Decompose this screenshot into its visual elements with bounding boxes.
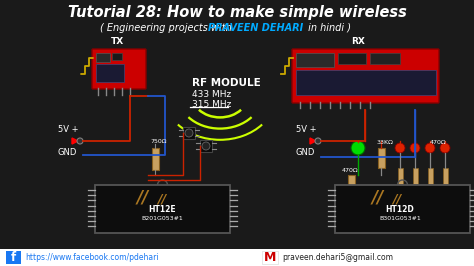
Bar (96, 53, 110, 62)
Text: ( Engineering projects with: ( Engineering projects with (100, 23, 235, 33)
Text: B201G053#1: B201G053#1 (141, 216, 183, 221)
Text: in hindi ): in hindi ) (305, 23, 351, 33)
Text: PRAVEEN DEHARI: PRAVEEN DEHARI (208, 23, 303, 33)
Text: B301G053#1: B301G053#1 (379, 216, 421, 221)
Bar (152, 148, 159, 170)
Bar (413, 168, 418, 184)
Text: //: // (137, 189, 149, 207)
Text: https://www.facebook.com/pdehari: https://www.facebook.com/pdehari (25, 253, 159, 262)
Circle shape (395, 143, 405, 153)
Bar (262, 251, 278, 264)
Bar (296, 53, 334, 67)
Bar (296, 70, 436, 95)
Text: //: // (392, 193, 401, 206)
Bar (443, 168, 448, 184)
Circle shape (202, 142, 210, 150)
Bar (398, 168, 403, 184)
FancyBboxPatch shape (92, 49, 146, 89)
Bar (338, 53, 366, 64)
Circle shape (77, 138, 83, 144)
Text: //: // (157, 193, 167, 206)
Bar (348, 175, 355, 195)
Circle shape (425, 143, 435, 153)
Circle shape (440, 143, 450, 153)
Bar (112, 53, 122, 60)
Bar (95, 185, 230, 233)
Bar (370, 53, 400, 64)
Polygon shape (310, 138, 316, 144)
Text: 5V +: 5V + (296, 125, 317, 134)
Text: M: M (264, 251, 276, 264)
Text: f: f (10, 251, 16, 264)
Text: GND: GND (58, 148, 77, 157)
Text: //: // (372, 189, 384, 207)
Text: 315 MHz: 315 MHz (192, 100, 231, 109)
Bar (335, 185, 470, 233)
Text: Tutorial 28: How to make simple wireless: Tutorial 28: How to make simple wireless (68, 6, 406, 20)
Text: 750Ω: 750Ω (150, 139, 166, 144)
Text: HT12D: HT12D (386, 205, 414, 214)
Circle shape (315, 138, 321, 144)
Text: RX: RX (351, 37, 365, 46)
Bar (0, 249, 474, 266)
Bar (6, 251, 21, 264)
Circle shape (351, 141, 365, 155)
Text: 5V +: 5V + (58, 125, 79, 134)
Text: praveen.dehari5@gmail.com: praveen.dehari5@gmail.com (282, 253, 393, 262)
FancyBboxPatch shape (292, 49, 439, 103)
Bar (378, 148, 385, 168)
Bar (200, 140, 212, 152)
Text: 470Ω: 470Ω (430, 140, 447, 145)
Bar (96, 64, 124, 82)
Text: TX: TX (111, 37, 125, 46)
Text: GND: GND (296, 148, 315, 157)
Polygon shape (72, 138, 78, 144)
Circle shape (185, 129, 193, 137)
Bar (428, 168, 433, 184)
Text: 33KΩ: 33KΩ (377, 140, 394, 145)
Text: 433 MHz: 433 MHz (192, 90, 231, 99)
Circle shape (410, 143, 420, 153)
Text: RF MODULE: RF MODULE (192, 78, 261, 88)
Text: HT12E: HT12E (148, 205, 176, 214)
Text: 470Ω: 470Ω (342, 168, 359, 173)
Bar (183, 127, 195, 139)
